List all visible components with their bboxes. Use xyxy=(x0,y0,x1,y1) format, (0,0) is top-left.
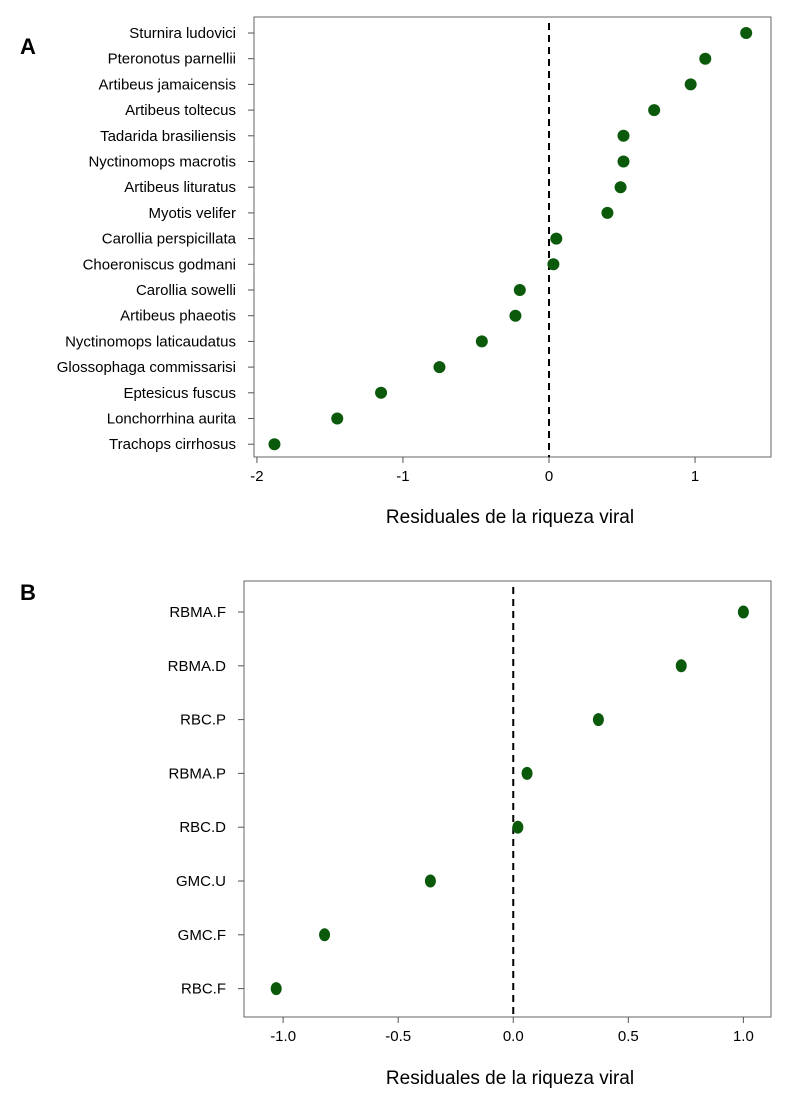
panel-a-category-label: Myotis velifer xyxy=(148,205,236,222)
panel-b-x-tick-label: 1.0 xyxy=(733,1028,754,1045)
panel-a-data-point xyxy=(614,181,627,194)
panel-b-category-label: RBC.D xyxy=(179,819,226,836)
panel-a-category-label: Nyctinomops macrotis xyxy=(88,154,236,171)
panel-a-letter: A xyxy=(20,34,36,59)
panel-b-data-point xyxy=(521,766,533,780)
panel-a-data-point xyxy=(699,52,712,65)
panel-b-data-point xyxy=(319,928,331,942)
panel-b-x-tick-label: 0.5 xyxy=(618,1028,639,1045)
panel-b-category-label: GMC.U xyxy=(176,873,226,890)
panel-a-data-point xyxy=(509,309,522,322)
panel-a-x-axis-title: Residuales de la riqueza viral xyxy=(386,507,634,528)
panel-b-category-label: RBC.F xyxy=(181,981,226,998)
panel-a-category-label: Artibeus jamaicensis xyxy=(98,76,236,93)
panel-a-data-point xyxy=(513,284,526,296)
panel-a-data-point xyxy=(550,232,563,245)
panel-b-category-label: RBC.P xyxy=(180,712,226,729)
panel-a-category-label: Carollia sowelli xyxy=(136,282,236,299)
panel-a-data-point xyxy=(617,129,630,142)
panel-b-data-point xyxy=(592,713,604,727)
panel-a-data-point xyxy=(547,258,560,271)
panel-a-x-tick-label: 1 xyxy=(691,468,699,485)
panel-a-category-label: Choeroniscus godmani xyxy=(83,256,236,273)
panel-a-category-label: Trachops cirrhosus xyxy=(109,436,236,453)
panel-a-category-label: Glossophaga commissarisi xyxy=(57,359,236,376)
panel-a-category-label: Artibeus lituratus xyxy=(124,179,236,196)
panel-b-data-point xyxy=(675,659,687,673)
panel-b-category-label: RBMA.P xyxy=(168,765,226,782)
panel-a-category-label: Artibeus phaeotis xyxy=(120,308,236,325)
panel-a-x-tick-label: -1 xyxy=(396,468,409,485)
panel-a-data-point xyxy=(433,361,446,374)
panel-b-data-point xyxy=(424,874,436,888)
panel-a-category-label: Lonchorrhina aurita xyxy=(107,411,237,428)
panel-a-data-point xyxy=(740,27,753,39)
panel-b-letter: B xyxy=(20,580,36,605)
panel-a-plot-frame xyxy=(253,16,772,458)
panel-a-data-point xyxy=(648,104,661,117)
panel-a-category-label: Carollia perspicillata xyxy=(102,231,237,248)
panel-b-x-tick-label: 0.0 xyxy=(503,1028,524,1045)
panel-a-category-label: Pteronotus parnellii xyxy=(108,51,236,68)
panel-b-category-label: GMC.F xyxy=(178,927,226,944)
panel-a-x-tick-label: -2 xyxy=(250,468,263,485)
panel-b-data-point xyxy=(270,982,282,996)
panel-b-plot-frame xyxy=(243,580,772,1018)
panel-b-data-point xyxy=(512,820,524,834)
panel-a-data-point xyxy=(375,386,388,399)
panel-a-data-point xyxy=(601,206,614,219)
panel-a-x-tick-label: 0 xyxy=(545,468,553,485)
panel-b-x-tick-label: -0.5 xyxy=(385,1028,411,1045)
panel-a-data-point xyxy=(475,335,488,348)
panel-a-category-label: Nyctinomops laticaudatus xyxy=(65,333,236,350)
panel-a-data-point xyxy=(331,412,344,425)
panel-a-data-point xyxy=(684,78,697,91)
panel-a-category-label: Sturnira ludovici xyxy=(129,25,236,42)
panel-b-data-point xyxy=(737,605,749,619)
panel-b-x-tick-label: -1.0 xyxy=(270,1028,296,1045)
panel-a-data-point xyxy=(617,155,630,168)
panel-a-category-label: Tadarida brasiliensis xyxy=(100,128,236,145)
panel-b-category-label: RBMA.D xyxy=(168,658,227,675)
panel-b-plot: -1.0 -0.5 0.0 0.5 1.0 RBMA.F RBMA.D RBC.P RBMA.P… xyxy=(168,580,772,1045)
panel-a-category-label: Artibeus toltecus xyxy=(125,102,236,119)
panel-b-x-axis-title: Residuales de la riqueza viral xyxy=(386,1068,634,1089)
panel-a-plot: -2 -1 0 1 Sturnira ludovici Pteronotus parnel… xyxy=(57,16,772,485)
panel-a-data-point xyxy=(268,438,281,451)
panel-a-category-label: Eptesicus fuscus xyxy=(123,385,236,402)
panel-b-category-label: RBMA.F xyxy=(169,604,226,621)
